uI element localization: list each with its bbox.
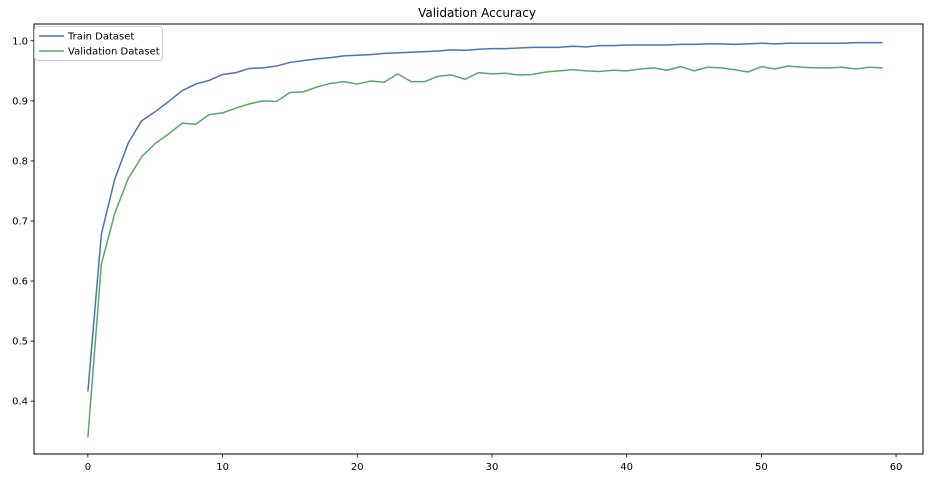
- legend-box: [34, 26, 163, 61]
- plot-area: [87, 41, 883, 438]
- y-tick-label: 0.4: [12, 397, 28, 408]
- x-tick-label: 20: [351, 462, 364, 473]
- plot-frame: [33, 23, 924, 455]
- y-tick-label: 0.6: [12, 277, 28, 288]
- x-tick-label: 30: [486, 462, 499, 473]
- y-tick-label: 1.0: [12, 36, 28, 47]
- series-line-train: [87, 41, 883, 392]
- chart-title: Validation Accuracy: [418, 6, 536, 20]
- series-line-validation: [87, 65, 883, 438]
- y-tick-label: 0.9: [12, 96, 28, 107]
- y-tick-label: 0.8: [12, 156, 28, 167]
- legend-label-train: Train Dataset: [67, 32, 134, 43]
- x-tick-label: 40: [620, 462, 633, 473]
- y-tick-label: 0.5: [12, 337, 28, 348]
- x-tick-label: 60: [890, 462, 903, 473]
- legend: Train Dataset Validation Dataset: [34, 26, 163, 61]
- x-tick-label: 10: [216, 462, 229, 473]
- legend-label-validation: Validation Dataset: [68, 47, 160, 58]
- axes: 0 10 20 30 40 50 60 0.4 0.5 0.6 0.7 0.8 0.9 1.0: [12, 36, 902, 473]
- x-tick-label: 0: [85, 462, 91, 473]
- x-tick-label: 50: [755, 462, 768, 473]
- y-tick-label: 0.7: [12, 216, 28, 227]
